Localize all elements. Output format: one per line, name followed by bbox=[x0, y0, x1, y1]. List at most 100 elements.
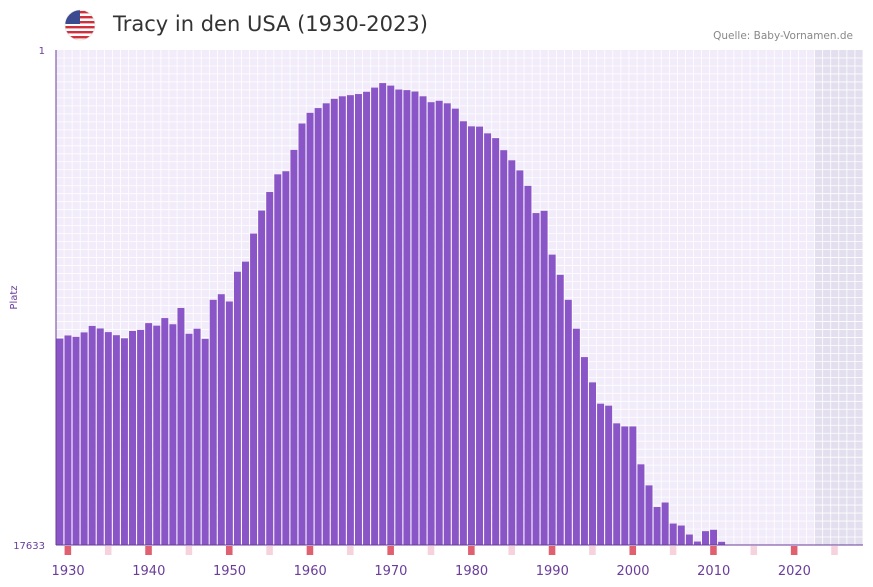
year-marker-1990 bbox=[548, 546, 556, 555]
bar-1956 bbox=[274, 174, 282, 546]
bar-1995 bbox=[589, 382, 596, 545]
bar-1933 bbox=[88, 325, 96, 545]
x-tick-label-1970: 1970 bbox=[374, 564, 407, 579]
bar-1971 bbox=[395, 89, 403, 545]
bar-1943 bbox=[169, 324, 177, 545]
year-marker-2005 bbox=[669, 546, 677, 555]
bar-1991 bbox=[556, 274, 564, 545]
bar-1941 bbox=[153, 325, 161, 545]
bar-1974 bbox=[419, 96, 427, 546]
year-marker-1970 bbox=[387, 546, 394, 555]
source-label: Quelle: Baby-Vornamen.de bbox=[713, 30, 853, 42]
year-marker-1950 bbox=[225, 546, 233, 555]
year-marker-2025 bbox=[831, 546, 838, 555]
bar-1959 bbox=[298, 123, 306, 545]
bar-1965 bbox=[346, 95, 354, 546]
year-marker-2010 bbox=[710, 546, 717, 555]
bar-1972 bbox=[403, 90, 411, 546]
bar-1978 bbox=[451, 108, 459, 546]
x-tick-label-1950: 1950 bbox=[213, 564, 246, 579]
bar-1999 bbox=[621, 426, 629, 545]
bars bbox=[56, 83, 726, 546]
bar-1935 bbox=[104, 332, 112, 545]
bar-1973 bbox=[411, 91, 419, 545]
x-tick-label-2010: 2010 bbox=[697, 564, 730, 579]
bar-1993 bbox=[572, 328, 580, 545]
year-marker-1985 bbox=[508, 546, 515, 555]
x-tick-label-1930: 1930 bbox=[52, 564, 85, 579]
bar-2002 bbox=[645, 485, 653, 545]
bar-1983 bbox=[492, 138, 500, 545]
bar-1950 bbox=[225, 301, 233, 545]
bar-2007 bbox=[685, 534, 693, 545]
bar-1986 bbox=[516, 170, 524, 546]
bar-1988 bbox=[532, 213, 540, 546]
bar-1931 bbox=[72, 336, 80, 545]
year-marker-1960 bbox=[306, 546, 314, 555]
bar-1979 bbox=[459, 121, 467, 545]
bar-1929 bbox=[56, 338, 64, 545]
bar-1944 bbox=[177, 307, 185, 545]
bar-1934 bbox=[96, 328, 104, 545]
year-marker-1995 bbox=[589, 546, 596, 555]
year-marker-1975 bbox=[427, 546, 435, 555]
bar-1938 bbox=[129, 330, 136, 545]
chart-title: Tracy in den USA (1930-2023) bbox=[113, 12, 428, 36]
y-axis-title: Platz bbox=[9, 285, 20, 309]
bar-1932 bbox=[80, 332, 88, 545]
y-axis-bottom-label: 17633 bbox=[13, 541, 45, 552]
bar-1958 bbox=[290, 149, 298, 545]
bar-1977 bbox=[443, 103, 451, 546]
bar-1949 bbox=[217, 294, 225, 545]
year-marker-1945 bbox=[185, 546, 193, 555]
bar-1997 bbox=[605, 405, 613, 545]
x-tick-label-1940: 1940 bbox=[132, 564, 165, 579]
bar-1968 bbox=[371, 87, 379, 545]
bar-1957 bbox=[282, 171, 290, 546]
bar-2008 bbox=[693, 541, 701, 545]
bar-2010 bbox=[710, 529, 718, 545]
bar-1987 bbox=[524, 185, 532, 546]
year-marker-2020 bbox=[790, 546, 798, 555]
x-tick-label-1980: 1980 bbox=[455, 564, 488, 579]
bar-1961 bbox=[314, 108, 322, 545]
x-tick-label-1990: 1990 bbox=[536, 564, 569, 579]
bar-1947 bbox=[201, 338, 209, 545]
bar-1984 bbox=[500, 150, 508, 545]
year-marker-1955 bbox=[266, 546, 273, 555]
year-marker-1940 bbox=[145, 546, 152, 555]
year-markers bbox=[64, 546, 838, 555]
year-marker-1980 bbox=[468, 546, 475, 555]
bar-1975 bbox=[427, 102, 435, 545]
bar-1963 bbox=[330, 98, 338, 545]
bar-1976 bbox=[435, 100, 443, 545]
bar-2003 bbox=[653, 507, 661, 545]
bar-1954 bbox=[258, 210, 266, 545]
bar-2011 bbox=[718, 541, 726, 545]
bar-1945 bbox=[185, 333, 193, 545]
bar-2004 bbox=[661, 502, 669, 545]
bar-1960 bbox=[306, 112, 314, 545]
grid bbox=[55, 50, 864, 545]
year-marker-1930 bbox=[64, 546, 72, 555]
bar-1994 bbox=[580, 357, 588, 545]
bar-1967 bbox=[363, 91, 371, 545]
bar-1930 bbox=[64, 335, 72, 545]
bar-1955 bbox=[266, 192, 274, 546]
bar-2005 bbox=[669, 523, 677, 545]
bar-1946 bbox=[193, 328, 201, 545]
bar-1992 bbox=[564, 299, 572, 545]
bar-1981 bbox=[476, 126, 484, 545]
bar-1980 bbox=[467, 126, 475, 546]
year-marker-1965 bbox=[347, 546, 354, 555]
year-marker-1935 bbox=[104, 546, 112, 555]
bar-1970 bbox=[387, 85, 395, 545]
x-tick-label-1960: 1960 bbox=[294, 564, 327, 579]
bar-1966 bbox=[354, 94, 362, 545]
bar-1952 bbox=[242, 261, 249, 545]
bar-1951 bbox=[233, 271, 241, 545]
bar-1942 bbox=[161, 318, 169, 545]
y-axis-top-label: 1 bbox=[39, 46, 45, 57]
bar-2009 bbox=[702, 531, 709, 545]
